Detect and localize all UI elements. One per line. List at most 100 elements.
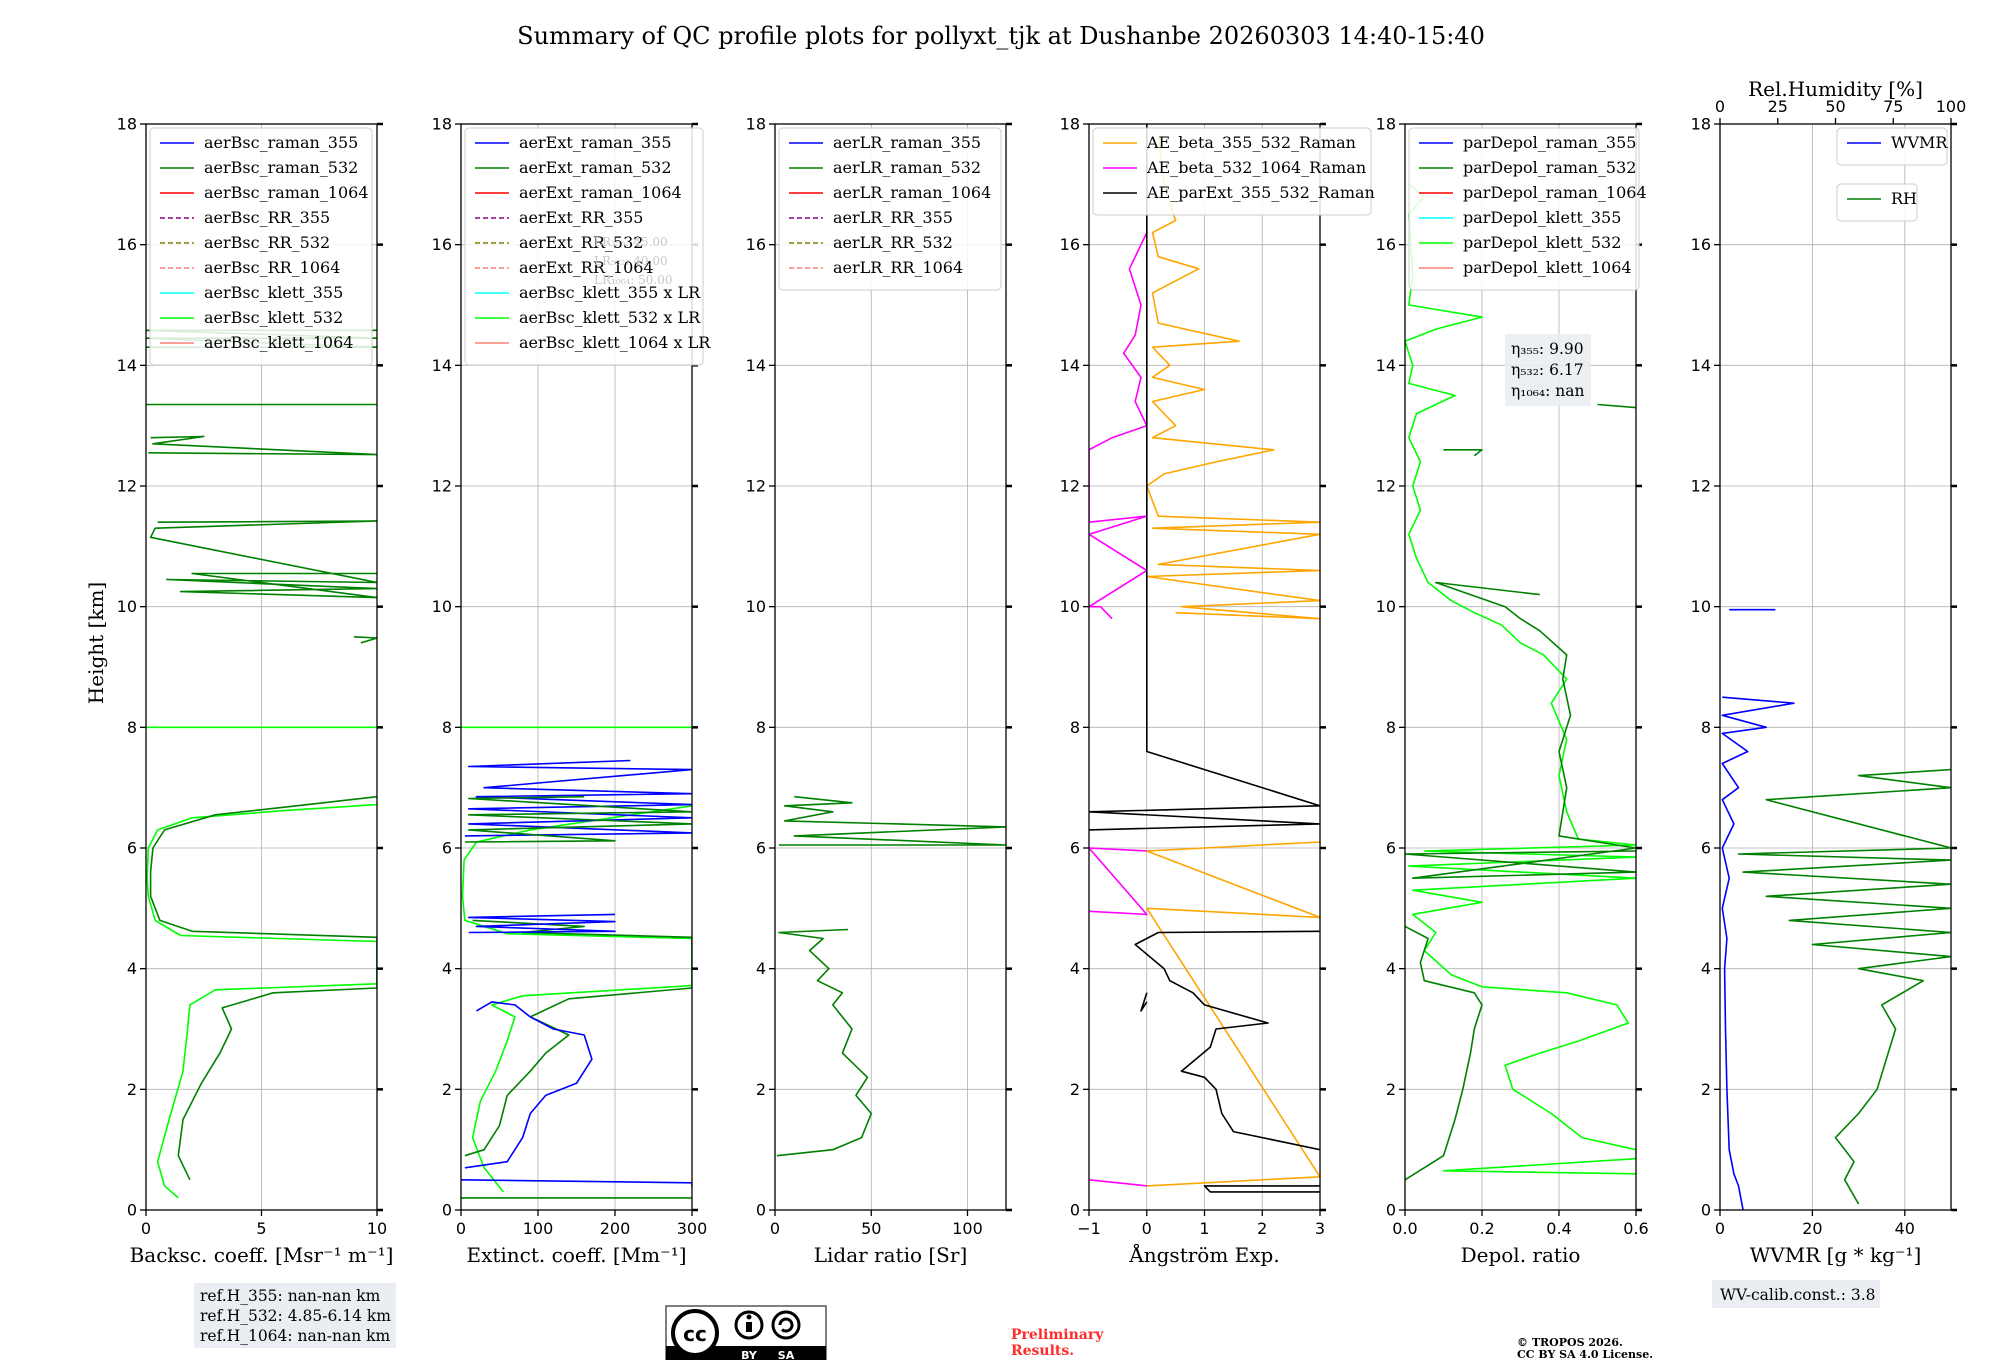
- y-tick-label: 6: [756, 839, 766, 858]
- legend-label: AE_parExt_355_532_Raman: [1146, 183, 1375, 202]
- x-axis-label: Backsc. coeff. [Msr⁻¹ m⁻¹]: [130, 1243, 394, 1267]
- y-tick-label: 4: [442, 959, 452, 978]
- y-tick-label: 10: [432, 597, 452, 616]
- series-line-aerExt_raman_355: [464, 1001, 593, 1169]
- legend-label: aerBsc_klett_532 x LR: [519, 308, 701, 327]
- legend-frame: [1092, 127, 1372, 216]
- y-tick-label: 2: [1701, 1080, 1711, 1099]
- y-tick-label: 12: [432, 477, 452, 496]
- series-line-parDepol_raman_532: [1597, 403, 1636, 409]
- x-tick-label: 2: [1257, 1219, 1267, 1238]
- series-line-AE_parExt_355_532_Raman: [1140, 992, 1148, 1012]
- series-line-AE_parExt_355_532_Raman: [1203, 1185, 1320, 1193]
- legend-frame: [1836, 127, 1948, 166]
- y-tick-label: 16: [1691, 235, 1711, 254]
- eta-line: η₅₃₂: 6.17: [1511, 361, 1584, 379]
- x-tick-label: 10: [367, 1219, 387, 1238]
- y-tick-label: 6: [1070, 839, 1080, 858]
- figure-title: Summary of QC profile plots for pollyxt_…: [517, 22, 1485, 50]
- series-group: [146, 329, 377, 1199]
- axes-frame: [1719, 123, 1952, 1211]
- legend-label: AE_beta_355_532_Raman: [1146, 133, 1356, 152]
- axes-frame: [1404, 123, 1637, 1211]
- y-tick-label: 6: [442, 839, 452, 858]
- legend: WVMR: [1836, 127, 1948, 166]
- legend-label: parDepol_klett_355: [1463, 208, 1621, 227]
- legend-label: aerExt_raman_532: [519, 158, 672, 177]
- lr-note: LR₅₃₂: 40.00: [594, 254, 668, 268]
- y-tick-label: 2: [442, 1080, 452, 1099]
- panel-depol: 0 2 4 6 8 10 12 14 16 18 0.0 0.2 0.4 0.6 Depol. ratio p…: [1376, 115, 1649, 1268]
- legend-frame: [1408, 127, 1640, 291]
- series-line-parDepol_raman_532: [1443, 449, 1483, 457]
- ref-height-line: ref.H_355: nan-nan km: [200, 1287, 381, 1305]
- series-line-AE_beta_355_532_Raman: [1146, 841, 1320, 1187]
- x-tick-label: 5: [256, 1219, 266, 1238]
- axes-frame: [774, 123, 1007, 1211]
- x-tick-label: 3: [1315, 1219, 1325, 1238]
- y-tick-label: 4: [1386, 959, 1396, 978]
- y-tick-label: 6: [1701, 839, 1711, 858]
- y-tick-label: 6: [127, 839, 137, 858]
- x-tick-label: 1: [1199, 1219, 1209, 1238]
- x-tick-label: 20: [1802, 1219, 1822, 1238]
- legend-label: aerLR_raman_1064: [833, 183, 991, 202]
- y-tick-label: 8: [127, 718, 137, 737]
- legend: aerLR_raman_355 aerLR_raman_532 aerLR_rama…: [778, 127, 1002, 291]
- sa-badge-text: SA: [778, 1349, 795, 1360]
- legend: parDepol_raman_355 parDepol_raman_532 parD…: [1408, 127, 1647, 291]
- series-line-aerExt_raman_355: [464, 759, 692, 837]
- y-tick-label: 0: [756, 1201, 766, 1220]
- legend-label: WVMR: [1891, 133, 1948, 152]
- ref-height-box: [194, 1283, 396, 1348]
- legend-label: aerBsc_raman_1064: [204, 183, 369, 202]
- y-tick-label: 18: [1691, 115, 1711, 134]
- x-tick-label: 100: [952, 1219, 983, 1238]
- series-line-AE_beta_355_532_Raman: [1146, 136, 1320, 620]
- legend: aerExt_raman_355 aerExt_raman_532 aerExt_r…: [464, 127, 711, 366]
- legend-label: AE_beta_532_1064_Raman: [1146, 158, 1366, 177]
- y-tick-label: 8: [756, 718, 766, 737]
- y-tick-label: 2: [1386, 1080, 1396, 1099]
- y-tick-label: 12: [1060, 477, 1080, 496]
- x-tick-label: 0.0: [1392, 1219, 1417, 1238]
- series-line-RH: [1737, 768, 1951, 1205]
- legend-label: aerExt_raman_1064: [519, 183, 682, 202]
- top-x-tick-label: 50: [1825, 97, 1845, 116]
- legend-label: aerExt_RR_1064: [519, 258, 654, 277]
- legend-label: aerExt_raman_355: [519, 133, 672, 152]
- x-axis-label: WVMR [g * kg⁻¹]: [1750, 1243, 1922, 1267]
- legend-label: aerExt_RR_532: [519, 233, 643, 252]
- preliminary-line-2: Results.: [1011, 1343, 1074, 1359]
- y-tick-label: 8: [1701, 718, 1711, 737]
- legend-label: parDepol_raman_355: [1463, 133, 1636, 152]
- y-tick-label: 8: [442, 718, 452, 737]
- legend-label: aerBsc_RR_1064: [204, 258, 340, 277]
- x-tick-label: −1: [1077, 1219, 1101, 1238]
- series-line-parDepol_raman_532: [1405, 925, 1483, 1181]
- license-badge: cc BY SA: [665, 1305, 827, 1360]
- y-tick-label: 16: [432, 235, 452, 254]
- y-tick-label: 0: [1386, 1201, 1396, 1220]
- y-tick-label: 4: [1070, 959, 1080, 978]
- copyright-line-1: © TROPOS 2026.: [1517, 1336, 1623, 1349]
- by-badge-text: BY: [741, 1349, 758, 1360]
- legend-label: parDepol_klett_532: [1463, 233, 1621, 252]
- y-tick-label: 0: [1070, 1201, 1080, 1220]
- top-x-tick-label: 25: [1768, 97, 1788, 116]
- series-line-aerExt_raman_532: [464, 795, 692, 843]
- eta-box: [1505, 334, 1591, 406]
- legend-label: aerLR_raman_355: [833, 133, 981, 152]
- lr-note: LR₃₅₅: 45.00: [594, 235, 668, 249]
- series-line-AE_parExt_355_532_Raman: [1134, 930, 1320, 1151]
- ref-height-line: ref.H_1064: nan-nan km: [200, 1327, 391, 1345]
- series-line-AE_beta_532_1064_Raman: [1089, 232, 1148, 620]
- y-tick-label: 18: [432, 115, 452, 134]
- legend-label: aerBsc_RR_532: [204, 233, 330, 252]
- legend-label: aerBsc_raman_532: [204, 158, 358, 177]
- y-tick-label: 14: [1376, 356, 1396, 375]
- cc-badge-text: cc: [683, 1322, 707, 1346]
- legend-frame: [1836, 183, 1918, 222]
- wv-calib-text: WV-calib.const.: 3.8: [1720, 1286, 1876, 1304]
